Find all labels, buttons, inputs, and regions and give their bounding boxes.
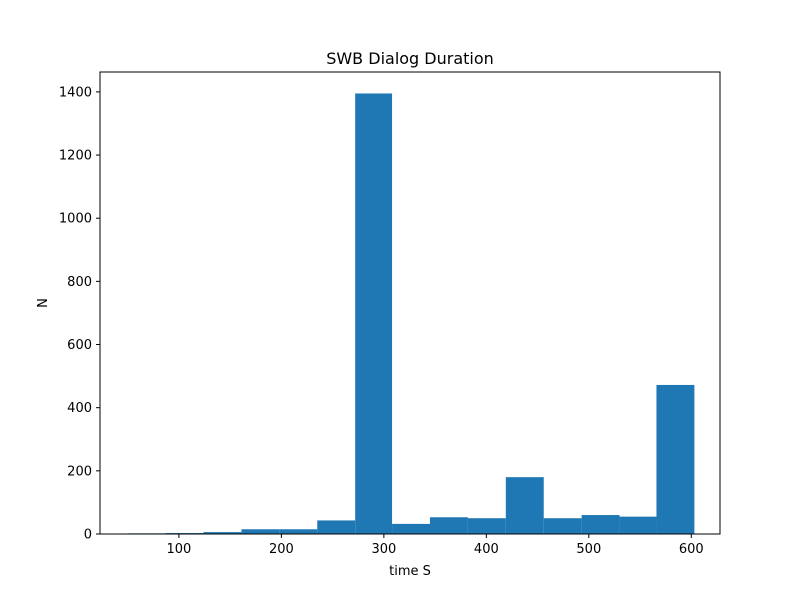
y-tick-label-3: 600 [67, 338, 92, 353]
x-tick-label-3: 400 [474, 542, 499, 557]
plot-frame [99, 71, 721, 535]
histogram-bar-8 [429, 517, 468, 534]
y-tick-label-2: 400 [67, 401, 92, 416]
x-tick-label-4: 500 [576, 542, 601, 557]
x-tick-label-1: 200 [269, 542, 294, 557]
histogram-bar-14 [656, 384, 695, 534]
x-axis: 100 200 300 400 500 600 [166, 534, 704, 557]
histogram-bar-4 [279, 529, 318, 534]
chart-title: SWB Dialog Duration [326, 49, 494, 68]
histogram-bar-6 [355, 93, 393, 534]
histogram-bar-3 [241, 529, 280, 534]
bars-group [127, 93, 695, 534]
x-tick-label-2: 300 [371, 542, 396, 557]
histogram-bar-10 [505, 477, 544, 534]
y-tick-label-5: 1000 [59, 212, 92, 227]
x-tick-label-5: 600 [679, 542, 704, 557]
histogram-bar-13 [619, 516, 657, 534]
y-tick-label-0: 0 [84, 528, 92, 543]
histogram-bar-12 [581, 515, 620, 534]
x-axis-label: time S [389, 564, 431, 579]
x-tick-label-0: 100 [166, 542, 191, 557]
histogram-bar-7 [392, 523, 430, 534]
y-axis-label: N [36, 298, 51, 308]
histogram-bar-9 [467, 518, 506, 534]
y-tick-label-1: 200 [67, 464, 92, 479]
y-tick-label-6: 1200 [59, 149, 92, 164]
histogram-bar-5 [317, 520, 356, 534]
y-tick-label-7: 1400 [59, 85, 92, 100]
y-axis: 0 200 400 600 800 1000 1200 1400 [59, 85, 100, 543]
histogram-bar-11 [543, 518, 582, 534]
y-tick-label-4: 800 [67, 275, 92, 290]
histogram-bar-2 [203, 532, 242, 534]
